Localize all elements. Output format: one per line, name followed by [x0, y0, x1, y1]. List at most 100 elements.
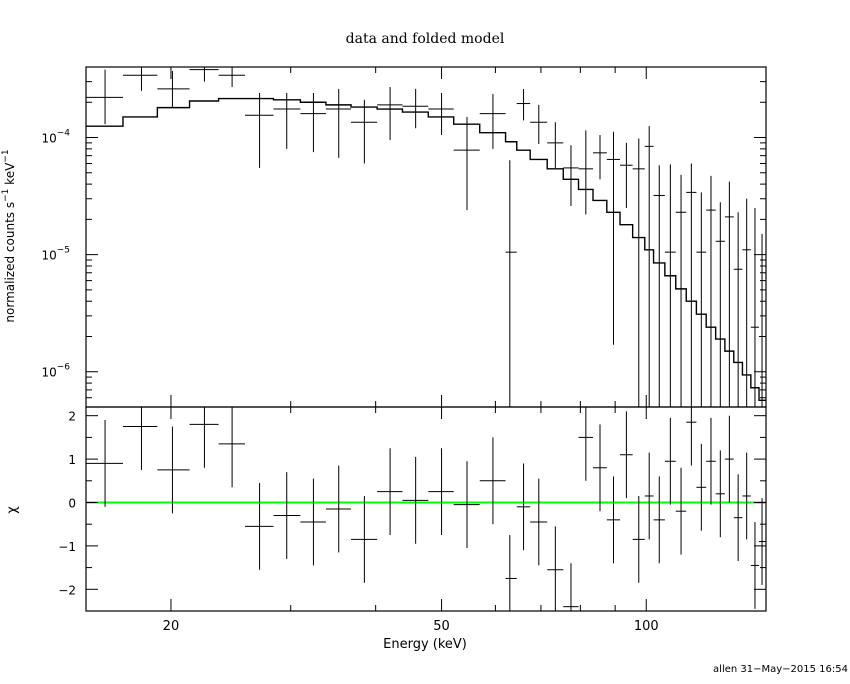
y-tick-label: −2 [58, 583, 76, 597]
residual-point [664, 417, 676, 505]
data-point [479, 94, 506, 149]
data-point [563, 145, 579, 207]
data-point [218, 67, 246, 87]
top-plot-frame [85, 66, 767, 408]
data-point [86, 69, 123, 125]
residual-point [578, 407, 594, 481]
data-point [593, 135, 607, 180]
residual-point [696, 443, 707, 531]
footer-credit: allen 31−May−2015 16:54 [713, 664, 848, 675]
data-point [696, 192, 707, 407]
data-point [750, 208, 760, 407]
y-tick-label: 10−4 [41, 129, 70, 146]
residual-point [724, 415, 734, 503]
data-point [653, 165, 665, 407]
data-point [686, 163, 697, 407]
data-point [189, 67, 219, 82]
bottom-panel: −2 −1 0 1 2 20 50 100 χ Energy (keV) [5, 406, 767, 652]
data-point [530, 104, 548, 145]
data-point [505, 160, 517, 407]
residual-point [593, 424, 607, 512]
data-point [402, 88, 429, 129]
data-point [516, 88, 531, 121]
data-points [86, 67, 766, 407]
residual-point [453, 461, 480, 549]
data-point [724, 181, 734, 407]
residual-point [505, 535, 517, 611]
residual-point [86, 420, 123, 507]
y-tick-label: 10−5 [41, 246, 70, 263]
top-y-axis-label: normalized counts s−1 keV−1 [1, 149, 17, 322]
data-point [706, 175, 716, 407]
x-tick-label: 50 [433, 619, 450, 634]
residual-point [122, 407, 158, 470]
residual-point [351, 495, 378, 583]
residual-point [300, 478, 326, 566]
x-tick-labels: 20 50 100 [163, 619, 659, 634]
data-point [157, 70, 190, 108]
residual-point [530, 478, 548, 566]
data-point [742, 198, 751, 407]
data-point [664, 164, 676, 407]
bottom-tick-marks [86, 407, 766, 612]
residual-point [377, 448, 403, 536]
residual-point [402, 456, 429, 544]
residual-point [620, 411, 633, 499]
model-curve [86, 97, 766, 402]
residual-point [686, 407, 697, 466]
residual-point [632, 495, 645, 583]
residual-point [218, 407, 246, 488]
data-point [351, 99, 378, 164]
data-point [377, 86, 403, 141]
residual-point [563, 563, 579, 611]
data-point [273, 92, 301, 149]
y-tick-label: 0 [68, 496, 76, 510]
y-tick-label: 2 [68, 410, 76, 424]
data-point [606, 131, 621, 345]
data-point [122, 67, 158, 91]
data-point [733, 212, 743, 407]
residual-point [715, 450, 725, 538]
residual-point [644, 452, 654, 540]
data-point [715, 202, 725, 407]
x-tick-label: 100 [634, 619, 659, 634]
residual-point [245, 482, 274, 570]
residual-point [733, 474, 743, 562]
model-step-line [86, 97, 766, 402]
data-point [620, 142, 633, 209]
x-axis-label: Energy (keV) [383, 637, 467, 652]
top-y-tick-labels: 10−4 10−5 10−6 [41, 129, 70, 380]
data-point [428, 92, 454, 136]
data-point [578, 130, 594, 215]
chart-title: data and folded model [346, 31, 505, 47]
residual-point [428, 448, 454, 536]
residual-points [86, 407, 766, 611]
residual-point [742, 452, 751, 540]
residual-point [516, 463, 531, 551]
residual-point [273, 472, 301, 559]
data-point [644, 126, 654, 407]
y-tick-label: 1 [68, 453, 76, 467]
top-tick-marks [86, 66, 766, 408]
residual-point [750, 522, 760, 609]
residual-point [675, 467, 687, 555]
data-point [675, 174, 687, 407]
residual-point [325, 465, 352, 553]
y-tick-label: 10−6 [41, 363, 70, 380]
bottom-y-axis-label: χ [5, 506, 20, 514]
y-tick-label: −1 [58, 540, 76, 554]
data-point [245, 92, 274, 168]
data-point [632, 138, 645, 407]
data-point [453, 116, 480, 211]
residual-point [759, 498, 766, 585]
data-point [325, 88, 352, 158]
data-point [547, 122, 564, 168]
x-tick-label: 20 [163, 619, 180, 634]
residual-point [189, 407, 219, 468]
residual-point [479, 437, 506, 525]
residual-point [653, 476, 665, 564]
residual-point [157, 426, 190, 514]
top-panel: 10−4 10−5 10−6 normalized counts s−1 keV−1 [1, 66, 767, 408]
